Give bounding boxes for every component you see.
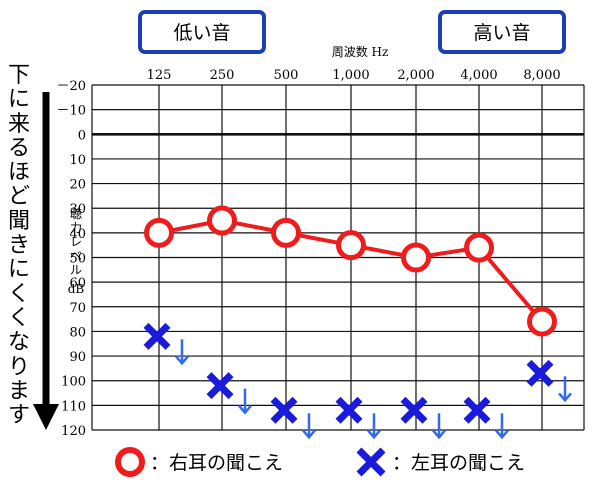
y-axis-label-part: 聴 [70,207,82,221]
x-tick-label: 125 [147,68,172,83]
badge-low: 低い音 [138,10,266,54]
legend-right-marker [115,447,145,477]
left-ear-scale-out-arrow [175,339,189,366]
y-axis-label-part: ル [70,263,82,277]
left-ear-scale-out-arrow [432,413,446,440]
badge-high: 高い音 [438,10,566,54]
left-ear-cross-stroke [463,396,491,424]
y-tick-labels: －20 －10 0 10 20 30 40 50 60 70 80 90 100 110 120 [56,79,86,439]
x-tick-labels: 125 250 500 1,000 2,000 4,000 8,000 [147,68,561,83]
y-tick-label: 0 [78,128,86,143]
right-ear-point [271,217,301,248]
badge-high-frame [438,10,566,54]
left-ear-point [463,396,491,424]
y-tick-label: 30 [69,202,86,217]
y-tick-label: 80 [69,325,86,340]
side-label: 下に来るほど聞きにくくなります [8,63,31,429]
arrow-head [175,355,189,366]
legend-right-text: ：右耳の聞こえ [150,452,283,474]
right-ear-point [336,230,366,261]
legend-left-marker [356,447,386,477]
left-ear-cross-stroke [400,396,428,424]
left-ear-cross-stroke [143,322,171,350]
y-axis-label-part: レ [70,235,82,249]
left-ear-cross-stroke [335,396,363,424]
x-tick-label: 500 [274,68,299,83]
badge-high-text: 高い音 [473,22,530,44]
left-ear-point [335,396,363,424]
y-tick-label: 90 [69,350,86,365]
y-tick-label: 100 [61,375,86,390]
y-tick-label: 50 [69,252,86,267]
badge-low-text: 低い音 [173,22,230,44]
x-tick-label: 250 [210,68,235,83]
y-axis-label-part: 力 [70,221,82,235]
y-axis-label-part: dB [68,282,85,296]
x-tick-label: 8,000 [523,68,560,83]
y-tick-label: －10 [56,104,86,119]
left-ear-scale-out-arrow [238,388,252,415]
x-tick-label: 4,000 [460,68,497,83]
left-ear-scale-out-arrow [302,413,316,440]
left-ear-cross-stroke [270,396,298,424]
legend-left-text: ：左耳の聞こえ [392,452,525,474]
left-ear-cross-stroke [206,372,234,400]
left-ear-point [400,396,428,424]
y-tick-label: 110 [61,399,86,414]
x-tick-label: 1,000 [332,68,369,83]
y-tick-label: 120 [61,424,86,439]
legend: ：右耳の聞こえ ：左耳の聞こえ [115,447,525,477]
arrow-head [302,429,316,440]
y-tick-label: 60 [69,276,86,291]
y-tick-label: 70 [69,301,86,316]
badge-low-frame [138,10,266,54]
series-right-ear [144,205,557,337]
right-ear-point [144,217,174,248]
left-ear-point [206,372,234,400]
right-ear-point [207,205,237,236]
y-tick-label: 40 [69,227,86,242]
series-left-ear [143,322,572,440]
side-arrow-head [33,404,59,430]
left-ear-scale-out-arrow [495,413,509,440]
x-axis-title: 周波数 Hz [332,44,389,59]
left-ear-scale-out-arrow [558,376,572,403]
right-ear-point [464,232,494,263]
right-ear-point [401,242,431,273]
y-tick-label: 20 [69,178,86,193]
y-tick-label: －20 [56,79,86,94]
y-axis-label-part: ベ [70,249,82,263]
left-ear-point [270,396,298,424]
left-ear-point [143,322,171,350]
left-ear-point [526,359,554,387]
left-ear-scale-out-arrow [367,413,381,440]
arrow-head [238,404,252,415]
arrow-head [432,429,446,440]
arrow-head [367,429,381,440]
right-ear-point [527,306,557,337]
grid [91,84,585,431]
x-tick-label: 2,000 [397,68,434,83]
y-tick-label: 10 [69,153,86,168]
left-ear-cross-stroke [526,359,554,387]
arrow-head [495,429,509,440]
arrow-head [558,392,572,403]
